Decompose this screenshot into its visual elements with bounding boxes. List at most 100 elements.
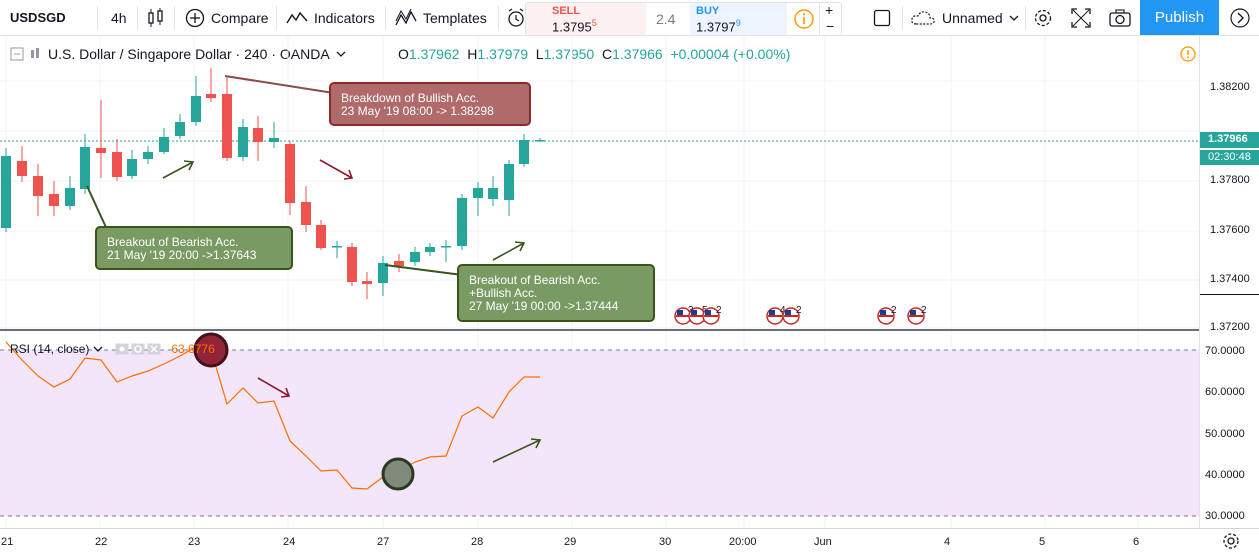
candle-body — [473, 188, 483, 198]
callout-breakout-1[interactable]: Breakout of Bearish Acc. 21 May '19 20:0… — [95, 226, 293, 270]
snapshot-button[interactable] — [1109, 0, 1131, 35]
templates-button[interactable]: Templates — [395, 0, 487, 35]
symbol-search[interactable]: USDSGD — [10, 10, 66, 25]
cloud-icon — [911, 10, 935, 25]
event-count: 2 — [716, 305, 722, 316]
zoom-in-button[interactable]: + — [825, 2, 834, 18]
price-chart[interactable]: 3524222 — [0, 36, 1199, 528]
high-value: 1.37979 — [477, 46, 529, 62]
open-value: 1.37962 — [408, 46, 460, 62]
buy-button[interactable]: BUY 1.37979 — [690, 3, 787, 35]
plus-circle-icon — [185, 8, 205, 27]
rsi-legend: RSI (14, close) 63.6776 — [10, 342, 215, 356]
candle-body — [159, 137, 169, 152]
indicator-actions — [115, 343, 161, 355]
candles-icon — [148, 7, 163, 27]
callout-text: 23 May '19 08:00 -> 1.38298 — [341, 104, 494, 118]
alert-button[interactable] — [506, 0, 526, 35]
candles-group — [1, 68, 545, 299]
callout-text: Breakout of Bearish Acc. — [107, 235, 239, 249]
chart-settings-button[interactable] — [1222, 532, 1240, 555]
alarm-clock-icon — [508, 7, 524, 27]
rsi-tick: 50.0000 — [1205, 428, 1245, 440]
sell-button[interactable]: SELL 1.37955 — [526, 3, 646, 35]
price-tick: 1.37200 — [1210, 321, 1250, 333]
event-count: 2 — [796, 305, 802, 316]
series-title[interactable]: U.S. Dollar / Singapore Dollar · 240 · O… — [48, 46, 330, 62]
price-tick: 1.37600 — [1210, 224, 1250, 236]
rsi-overbought-marker — [193, 332, 229, 368]
time-tick: 4 — [944, 536, 951, 548]
collapse-panel-button[interactable] — [1229, 0, 1251, 35]
close-icon[interactable] — [147, 343, 161, 355]
settings-button[interactable] — [1033, 0, 1053, 35]
collapse-legend-icon[interactable] — [10, 47, 24, 61]
fullscreen-toggle[interactable] — [873, 0, 891, 35]
high-label: H — [467, 46, 478, 62]
sell-label: SELL — [552, 5, 581, 17]
divider — [498, 6, 499, 30]
price-axis[interactable]: 1.38200 1.37800 1.37600 1.37400 1.37200 … — [1199, 36, 1259, 528]
arrow-up-icon — [162, 160, 195, 179]
candle-body — [49, 194, 59, 206]
chart-style-button[interactable] — [147, 0, 165, 35]
flag-canton — [785, 310, 791, 315]
candle-body — [347, 247, 357, 282]
publish-button[interactable]: Publish — [1140, 0, 1219, 35]
divider — [97, 6, 98, 30]
info-button[interactable] — [794, 9, 814, 34]
data-warning-button[interactable] — [1180, 46, 1196, 67]
chevron-down-icon[interactable] — [93, 345, 103, 353]
candle-body — [410, 252, 420, 262]
time-tick: 6 — [1133, 536, 1140, 548]
time-tick: 23 — [188, 536, 201, 548]
callout-breakout-2[interactable]: Breakout of Bearish Acc. +Bullish Acc. 2… — [457, 264, 655, 322]
rsi-band — [0, 350, 1199, 516]
price-tick: 1.37400 — [1210, 273, 1250, 285]
compare-button[interactable]: Compare — [185, 0, 269, 35]
time-tick: 27 — [377, 536, 390, 548]
callout-text: 27 May '19 00:00 ->1.37444 — [469, 299, 619, 313]
rsi-tick: 70.0000 — [1205, 345, 1245, 357]
chevron-down-icon[interactable] — [336, 50, 346, 58]
ohlc-readout: O1.37962 H1.37979 L1.37950 C1.37966 +0.0… — [398, 46, 790, 62]
time-tick: 30 — [659, 536, 672, 548]
candle-body — [301, 202, 311, 225]
candle-body — [535, 140, 545, 142]
callout-pointer — [224, 75, 341, 95]
candle-body — [33, 176, 43, 196]
indicators-label: Indicators — [314, 9, 375, 26]
gear-icon[interactable] — [131, 343, 145, 355]
callout-pointer — [384, 264, 471, 277]
arrow-up-icon — [492, 241, 526, 261]
event-count: 2 — [891, 305, 897, 316]
time-tick: 20:00 — [729, 536, 757, 548]
divider — [1025, 6, 1026, 30]
time-tick: 22 — [95, 536, 108, 548]
interval-selector[interactable]: 4h — [111, 9, 127, 26]
candle-body — [316, 225, 326, 248]
flag-canton — [677, 310, 683, 315]
economic-events[interactable]: 3524222 — [674, 305, 927, 325]
candle-body — [80, 147, 90, 189]
eye-icon[interactable] — [115, 343, 129, 355]
rsi-tick: 40.0000 — [1205, 469, 1245, 481]
layout-selector[interactable]: Unnamed — [910, 0, 1019, 35]
candle-body — [253, 128, 263, 142]
candle-body — [269, 138, 279, 142]
square-icon — [873, 9, 891, 26]
flag-canton — [910, 310, 916, 315]
zoom-out-button[interactable]: − — [826, 18, 835, 34]
time-axis[interactable] — [0, 528, 1259, 555]
candle-body — [143, 152, 153, 159]
indicators-button[interactable]: Indicators — [286, 0, 375, 35]
layout-name: Unnamed — [942, 9, 1003, 26]
fullscreen-button[interactable] — [1071, 0, 1091, 35]
event-count: 4 — [780, 305, 786, 316]
divider — [174, 6, 175, 30]
callout-breakdown[interactable]: Breakdown of Bullish Acc. 23 May '19 08:… — [329, 82, 531, 126]
candle-body — [206, 94, 216, 98]
rsi-label[interactable]: RSI (14, close) — [10, 342, 90, 356]
candle-body — [222, 94, 232, 158]
pane-separator — [1200, 294, 1259, 295]
